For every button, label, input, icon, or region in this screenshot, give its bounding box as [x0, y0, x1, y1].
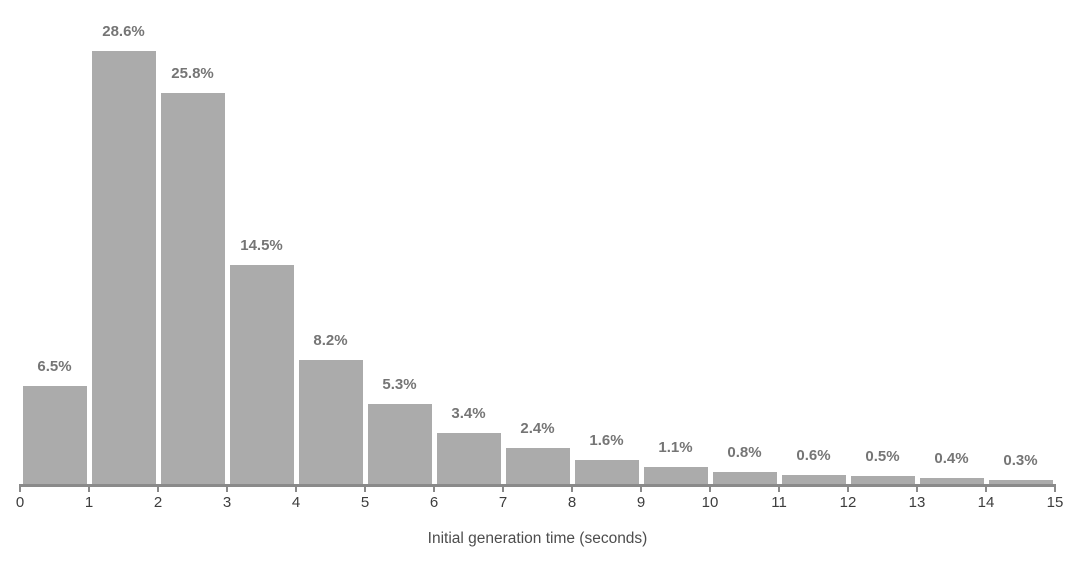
x-axis-tick-label: 2 [153, 494, 163, 511]
bar-2-3 [160, 93, 225, 484]
bar-13-14 [919, 477, 984, 484]
x-axis-tick-label: 8 [567, 494, 577, 511]
bar-value-label: 0.5% [865, 448, 900, 466]
x-axis-tick-label: 9 [636, 494, 646, 511]
x-axis-tick-1 [88, 487, 90, 492]
bar-9-10 [643, 467, 708, 484]
x-axis-tick-11 [778, 487, 780, 492]
x-axis-tick-6 [433, 487, 435, 492]
x-axis-tick-15 [1054, 487, 1056, 492]
x-axis-tick-label: 13 [908, 494, 926, 511]
bar-8-9 [574, 459, 639, 484]
x-axis-tick-8 [571, 487, 573, 492]
x-axis-tick-label: 15 [1046, 494, 1064, 511]
bar-7-8 [505, 447, 570, 484]
bar-value-label: 0.4% [934, 449, 969, 467]
bar-value-label: 0.6% [796, 446, 831, 464]
bar-12-13 [850, 476, 915, 484]
x-axis-tick-5 [364, 487, 366, 492]
x-axis-tick-label: 0 [15, 494, 25, 511]
bar-5-6 [367, 403, 432, 484]
x-axis-tick-13 [916, 487, 918, 492]
x-axis-tick-label: 10 [701, 494, 719, 511]
x-axis-line [19, 484, 1056, 487]
bar-value-label: 0.8% [727, 443, 762, 461]
bar-value-label: 14.5% [240, 236, 283, 254]
bar-value-label: 5.3% [382, 375, 417, 393]
x-axis-tick-2 [157, 487, 159, 492]
x-axis-tick-label: 11 [771, 494, 787, 511]
x-axis-tick-label: 14 [977, 494, 995, 511]
x-axis-tick-label: 12 [839, 494, 857, 511]
bar-4-5 [298, 359, 363, 484]
x-axis-tick-label: 4 [291, 494, 301, 511]
bar-10-11 [712, 471, 777, 484]
bar-1-2 [91, 51, 156, 484]
bar-0-1 [22, 385, 87, 484]
bar-3-4 [229, 264, 294, 484]
bar-14-15 [988, 479, 1053, 484]
bar-11-12 [781, 474, 846, 484]
plot-area: 6.5% 28.6% 25.8% 14.5% 8.2% 5.3% 3.4% 2.4% 1.6% 1… [20, 0, 1055, 484]
bar-value-label: 0.3% [1003, 451, 1038, 469]
x-axis-tick-0 [19, 487, 21, 492]
bar-value-label: 1.1% [658, 439, 693, 457]
bar-value-label: 28.6% [102, 23, 145, 40]
x-axis-tick-9 [640, 487, 642, 492]
x-axis-tick-10 [709, 487, 711, 492]
bar-value-label: 2.4% [520, 419, 555, 437]
x-axis-tick-14 [985, 487, 987, 492]
x-axis-tick-label: 5 [360, 494, 370, 511]
x-axis-tick-label: 7 [498, 494, 508, 511]
bar-value-label: 6.5% [37, 357, 72, 375]
x-axis-tick-4 [295, 487, 297, 492]
x-axis-tick-label: 6 [429, 494, 439, 511]
bar-value-label: 3.4% [451, 404, 486, 422]
bar-value-label: 1.6% [589, 431, 624, 449]
x-axis-tick-label: 1 [84, 494, 94, 511]
x-axis-title: Initial generation time (seconds) [427, 530, 648, 547]
x-axis-tick-3 [226, 487, 228, 492]
x-axis-tick-7 [502, 487, 504, 492]
x-axis-tick-label: 3 [222, 494, 232, 511]
x-axis-tick-12 [847, 487, 849, 492]
bar-6-7 [436, 432, 501, 484]
bar-value-label: 25.8% [171, 65, 214, 83]
bar-value-label: 8.2% [313, 331, 348, 349]
